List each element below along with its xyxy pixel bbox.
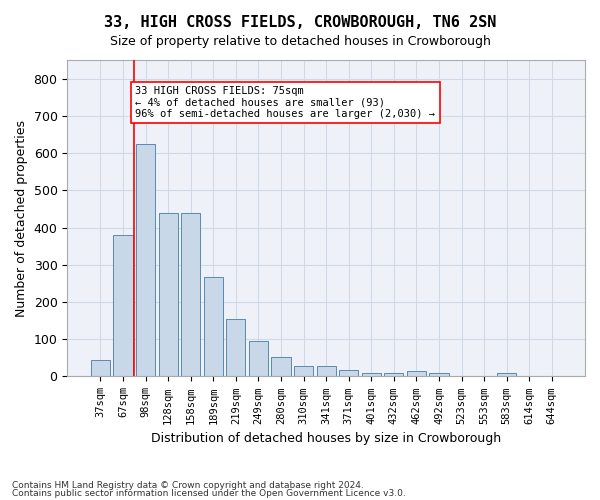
- Bar: [113, 235, 133, 376]
- Bar: [249, 341, 268, 376]
- Bar: [497, 374, 517, 376]
- Text: Contains public sector information licensed under the Open Government Licence v3: Contains public sector information licen…: [12, 488, 406, 498]
- Text: 33, HIGH CROSS FIELDS, CROWBOROUGH, TN6 2SN: 33, HIGH CROSS FIELDS, CROWBOROUGH, TN6 …: [104, 15, 496, 30]
- Bar: [384, 372, 403, 376]
- Bar: [407, 371, 426, 376]
- Bar: [158, 212, 178, 376]
- Bar: [136, 144, 155, 376]
- X-axis label: Distribution of detached houses by size in Crowborough: Distribution of detached houses by size …: [151, 432, 501, 445]
- Bar: [339, 370, 358, 376]
- Bar: [430, 374, 449, 376]
- Text: Contains HM Land Registry data © Crown copyright and database right 2024.: Contains HM Land Registry data © Crown c…: [12, 481, 364, 490]
- Bar: [362, 372, 381, 376]
- Bar: [226, 318, 245, 376]
- Bar: [203, 276, 223, 376]
- Bar: [91, 360, 110, 376]
- Y-axis label: Number of detached properties: Number of detached properties: [15, 120, 28, 316]
- Bar: [181, 212, 200, 376]
- Text: 33 HIGH CROSS FIELDS: 75sqm
← 4% of detached houses are smaller (93)
96% of semi: 33 HIGH CROSS FIELDS: 75sqm ← 4% of deta…: [136, 86, 436, 120]
- Text: Size of property relative to detached houses in Crowborough: Size of property relative to detached ho…: [110, 35, 490, 48]
- Bar: [294, 366, 313, 376]
- Bar: [271, 357, 290, 376]
- Bar: [317, 366, 336, 376]
